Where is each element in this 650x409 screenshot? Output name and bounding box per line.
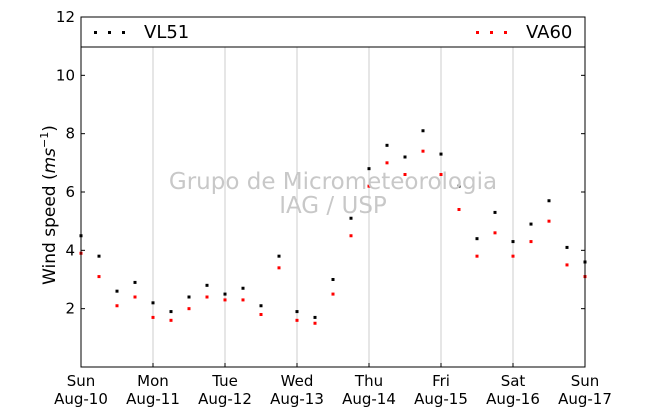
x-tick-label-day: Wed	[281, 372, 314, 390]
data-point-va60	[385, 161, 389, 165]
y-tick-label: 2	[65, 300, 75, 318]
data-point-vl51	[403, 155, 407, 159]
data-point-vl51	[421, 129, 425, 133]
data-point-va60	[457, 208, 461, 211]
data-point-va60	[511, 254, 515, 258]
x-tick-label-day: Tue	[211, 372, 238, 390]
data-point-va60	[205, 295, 209, 299]
legend-label-vl51: VL51	[144, 22, 189, 43]
data-point-va60	[349, 234, 353, 238]
y-axis-title-exponent: −1	[38, 132, 51, 148]
x-tick-label-day: Sun	[67, 372, 96, 390]
data-point-vl51	[349, 216, 353, 220]
data-point-vl51	[457, 184, 461, 188]
x-tick-label-day: Sun	[571, 372, 600, 390]
data-point-va60	[223, 298, 227, 302]
x-tick-label-date: Aug-12	[198, 390, 252, 408]
x-tick-label-date: Aug-11	[126, 390, 180, 408]
legend: VL51 VA60	[80, 16, 586, 48]
watermark-line-1: Grupo de Micrometeorologia	[169, 169, 497, 195]
x-tick-label-date: Aug-10	[54, 390, 108, 408]
data-point-va60	[133, 295, 137, 299]
data-point-va60	[115, 304, 119, 308]
data-point-vl51	[565, 245, 569, 249]
data-point-va60	[187, 307, 191, 311]
x-tick-label-day: Mon	[137, 372, 169, 390]
x-tick-label-date: Aug-17	[558, 390, 612, 408]
x-tick-label-day: Sat	[501, 372, 526, 390]
y-tick-label: 6	[65, 183, 75, 201]
data-point-vl51	[241, 286, 245, 290]
data-point-vl51	[367, 167, 371, 171]
data-point-va60	[169, 318, 173, 322]
data-point-vl51	[331, 278, 335, 281]
data-point-va60	[367, 184, 371, 188]
data-point-va60	[547, 219, 551, 223]
x-tick-label-date: Aug-14	[342, 390, 396, 408]
x-tick-label-day: Fri	[432, 372, 450, 390]
x-tick-label-date: Aug-13	[270, 390, 324, 408]
legend-marker-va60	[476, 31, 507, 34]
data-point-vl51	[133, 280, 137, 284]
data-point-vl51	[115, 289, 119, 293]
x-axis-ticks: SunAug-10MonAug-11TueAug-12WedAug-13ThuA…	[54, 363, 612, 408]
data-point-va60	[151, 315, 155, 319]
series-va60	[79, 149, 587, 325]
data-point-vl51	[385, 143, 389, 147]
data-point-vl51	[223, 292, 227, 296]
data-point-vl51	[475, 237, 479, 241]
data-point-va60	[97, 275, 101, 279]
data-point-vl51	[259, 304, 263, 308]
data-point-vl51	[547, 199, 551, 203]
series-vl51	[79, 129, 587, 319]
y-axis-ticks: 2 4 6 8 10 12	[56, 8, 585, 318]
y-axis-title-close: )	[40, 125, 60, 132]
y-axis-title-unit: ms	[40, 148, 60, 174]
data-point-va60	[529, 240, 533, 244]
data-point-va60	[277, 266, 281, 270]
data-point-va60	[331, 292, 335, 296]
data-point-va60	[259, 313, 263, 316]
data-point-va60	[439, 173, 443, 176]
data-point-vl51	[529, 222, 533, 226]
data-point-vl51	[97, 254, 101, 258]
data-point-vl51	[205, 283, 209, 287]
data-point-va60	[421, 149, 425, 153]
data-point-vl51	[187, 295, 191, 299]
watermark-line-2: IAG / USP	[279, 193, 387, 219]
data-point-va60	[493, 231, 497, 235]
data-point-va60	[403, 173, 407, 176]
data-points	[79, 129, 587, 325]
data-point-vl51	[313, 315, 317, 319]
x-tick-label-date: Aug-15	[414, 390, 468, 408]
y-tick-label: 8	[65, 125, 75, 143]
data-point-vl51	[295, 310, 299, 314]
y-axis-title-main: Wind speed (	[40, 173, 60, 285]
y-tick-label: 12	[56, 8, 75, 26]
legend-label-va60: VA60	[526, 22, 572, 43]
legend-box	[80, 16, 586, 48]
y-tick-label: 4	[65, 241, 75, 259]
data-point-va60	[313, 321, 317, 325]
data-point-vl51	[439, 152, 443, 156]
data-point-va60	[241, 298, 245, 302]
grid-lines	[152, 17, 514, 367]
data-point-va60	[295, 318, 299, 322]
data-point-va60	[565, 263, 569, 267]
data-point-vl51	[511, 240, 515, 244]
x-tick-label-date: Aug-16	[486, 390, 540, 408]
data-point-vl51	[493, 210, 497, 214]
y-tick-label: 10	[56, 66, 75, 84]
data-point-vl51	[169, 310, 173, 314]
data-point-va60	[475, 254, 479, 258]
legend-marker-vl51	[94, 31, 125, 34]
x-tick-label-day: Thu	[354, 372, 383, 390]
y-axis-title: Wind speed (ms−1)	[38, 125, 60, 285]
data-point-vl51	[277, 254, 281, 258]
watermark: Grupo de Micrometeorologia IAG / USP	[169, 169, 497, 219]
data-point-vl51	[151, 301, 155, 305]
